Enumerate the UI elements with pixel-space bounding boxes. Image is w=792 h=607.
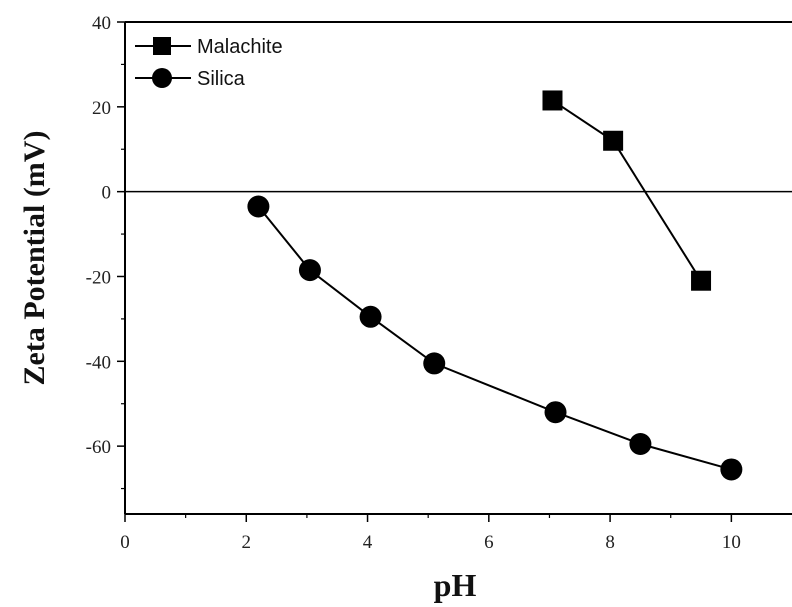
x-tick-label: 2	[242, 532, 252, 553]
legend-marker-malachite	[153, 37, 171, 55]
x-tick-label: 8	[605, 532, 615, 553]
legend-item-malachite: Malachite	[135, 36, 283, 58]
series-silica	[247, 195, 743, 481]
x-axis-ticks: 0 2 4 6 8 10	[120, 514, 741, 553]
y-axis-title: Zeta Potential (mV)	[18, 131, 51, 386]
legend-label-silica: Silica	[197, 68, 246, 90]
silica-point	[247, 195, 270, 218]
x-tick-label: 6	[484, 532, 494, 553]
malachite-point	[603, 130, 624, 151]
y-tick-label: 40	[92, 13, 111, 34]
y-tick-label: 0	[102, 183, 112, 204]
y-tick-label: -40	[86, 352, 111, 373]
y-tick-label: -60	[86, 437, 111, 458]
silica-point	[298, 259, 321, 282]
silica-point	[720, 458, 743, 481]
malachite-line	[551, 99, 702, 282]
x-tick-label: 4	[363, 532, 373, 553]
x-axis-title: pH	[434, 567, 477, 603]
series-layer	[247, 90, 743, 481]
malachite-point	[542, 90, 563, 111]
silica-point	[359, 305, 382, 328]
legend-marker-silica	[152, 68, 172, 88]
silica-point	[423, 352, 446, 375]
y-tick-label: 20	[92, 98, 111, 119]
legend-item-silica: Silica	[135, 68, 246, 90]
plot-frame	[124, 21, 792, 515]
malachite-point	[691, 270, 712, 291]
legend-label-malachite: Malachite	[197, 36, 283, 58]
x-tick-label: 0	[120, 532, 130, 553]
x-tick-label: 10	[722, 532, 741, 553]
legend: Malachite Silica	[135, 36, 283, 90]
y-axis-ticks: 40 20 0 -20 -40 -60	[86, 13, 125, 490]
series-malachite	[542, 90, 712, 291]
y-tick-label: -20	[86, 267, 111, 288]
silica-line	[257, 205, 732, 471]
silica-point	[544, 401, 567, 424]
silica-point	[629, 433, 652, 456]
